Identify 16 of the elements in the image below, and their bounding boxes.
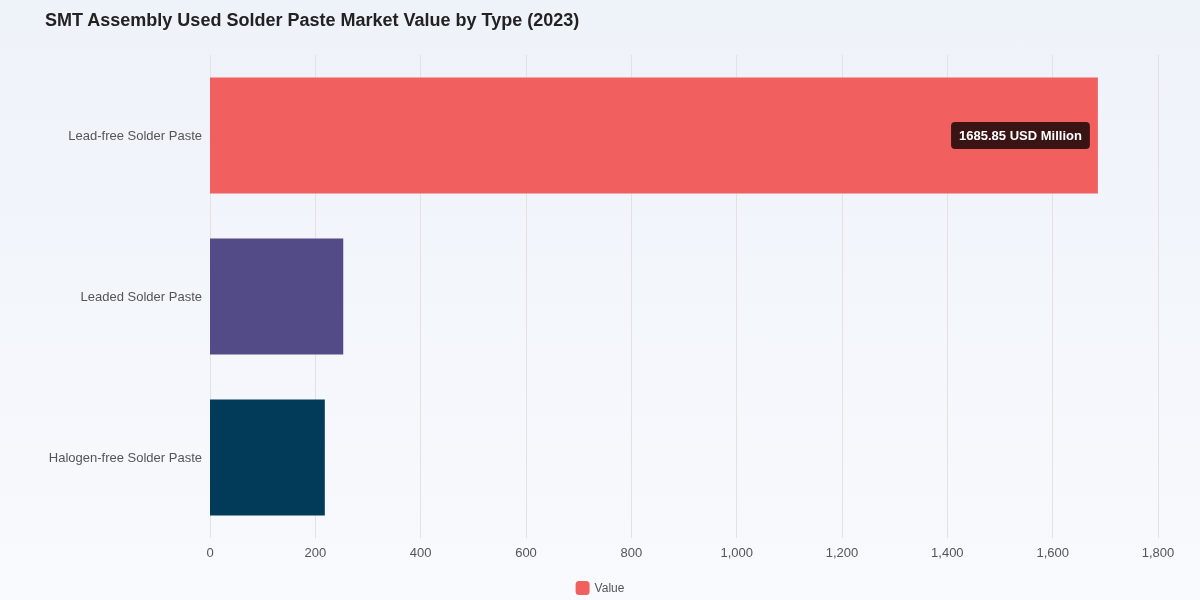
y-tick-label: Leaded Solder Paste — [80, 289, 202, 304]
x-tick-label: 0 — [206, 545, 214, 560]
x-tick-label: 1,400 — [931, 545, 964, 560]
y-tick-label: Halogen-free Solder Paste — [48, 450, 202, 465]
x-tick-label: 1,000 — [720, 545, 753, 560]
annotation: 1685.85 USD Million — [959, 128, 1082, 143]
chart-title: SMT Assembly Used Solder Paste Market Value by Type (2023) — [45, 10, 580, 30]
x-tick-label: 200 — [304, 545, 327, 560]
legend-label: Value — [594, 581, 625, 595]
x-tick-label: 800 — [620, 545, 643, 560]
x-tick-label: 1,800 — [1141, 545, 1175, 560]
x-tick-label: 600 — [515, 545, 537, 560]
x-tick-label: 400 — [409, 545, 432, 560]
x-tick-label: 1,600 — [1036, 545, 1069, 560]
x-tick-label: 1,200 — [825, 545, 859, 560]
y-tick-label: Lead-free Solder Paste — [68, 128, 202, 143]
